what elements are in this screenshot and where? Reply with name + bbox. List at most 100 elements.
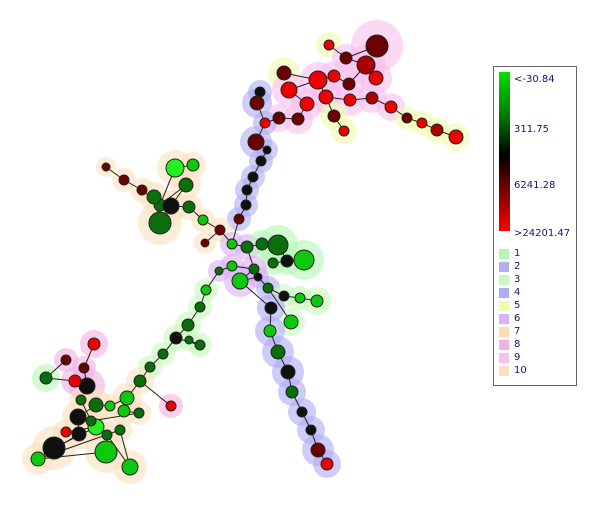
tree-node[interactable] bbox=[101, 162, 111, 172]
tree-node[interactable] bbox=[119, 390, 135, 406]
tree-node[interactable] bbox=[75, 394, 87, 406]
tree-node[interactable] bbox=[30, 451, 46, 467]
tree-node[interactable] bbox=[68, 374, 82, 388]
tree-node[interactable] bbox=[240, 199, 252, 211]
tree-node[interactable] bbox=[181, 318, 195, 332]
tree-node[interactable] bbox=[194, 301, 206, 313]
tree-node[interactable] bbox=[247, 171, 259, 183]
tree-node[interactable] bbox=[270, 344, 286, 360]
tree-node[interactable] bbox=[148, 211, 172, 235]
tree-node[interactable] bbox=[368, 70, 384, 86]
tree-node[interactable] bbox=[182, 200, 196, 214]
tree-node[interactable] bbox=[249, 95, 265, 111]
tree-node[interactable] bbox=[104, 400, 116, 412]
tree-node[interactable] bbox=[42, 436, 66, 460]
tree-node[interactable] bbox=[320, 457, 334, 471]
tree-node[interactable] bbox=[200, 238, 210, 248]
tree-node[interactable] bbox=[253, 272, 263, 282]
tree-node[interactable] bbox=[197, 214, 209, 226]
tree-node[interactable] bbox=[259, 117, 271, 129]
tree-node[interactable] bbox=[264, 301, 278, 315]
tree-node[interactable] bbox=[200, 284, 212, 296]
tree-node[interactable] bbox=[226, 260, 238, 272]
tree-node[interactable] bbox=[283, 314, 299, 330]
tree-node[interactable] bbox=[114, 424, 126, 436]
tree-node[interactable] bbox=[416, 117, 428, 129]
tree-node[interactable] bbox=[267, 234, 289, 256]
tree-node[interactable] bbox=[60, 354, 72, 366]
tree-node[interactable] bbox=[162, 197, 180, 215]
tree-node[interactable] bbox=[305, 424, 317, 436]
tree-node[interactable] bbox=[294, 292, 306, 304]
tree-node[interactable] bbox=[384, 100, 398, 114]
tree-node[interactable] bbox=[165, 158, 185, 178]
tree-node[interactable] bbox=[248, 263, 260, 275]
tree-node[interactable] bbox=[254, 86, 266, 98]
tree-node[interactable] bbox=[178, 177, 194, 193]
tree-node[interactable] bbox=[69, 408, 87, 426]
tree-node[interactable] bbox=[85, 415, 97, 427]
tree-node[interactable] bbox=[231, 272, 249, 290]
tree-node[interactable] bbox=[133, 407, 145, 419]
tree-node[interactable] bbox=[169, 331, 183, 345]
tree-node[interactable] bbox=[310, 294, 324, 308]
tree-node[interactable] bbox=[276, 65, 292, 81]
tree-node[interactable] bbox=[226, 238, 238, 250]
tree-node[interactable] bbox=[157, 348, 169, 360]
tree-node[interactable] bbox=[343, 93, 357, 107]
tree-node[interactable] bbox=[448, 129, 464, 145]
tree-node[interactable] bbox=[240, 240, 254, 254]
tree-node[interactable] bbox=[356, 55, 376, 75]
tree-node[interactable] bbox=[71, 426, 87, 442]
tree-node[interactable] bbox=[323, 39, 335, 51]
tree-node[interactable] bbox=[247, 133, 265, 151]
tree-node[interactable] bbox=[278, 290, 290, 302]
tree-node[interactable] bbox=[296, 406, 308, 418]
tree-node[interactable] bbox=[299, 96, 315, 112]
tree-node[interactable] bbox=[255, 237, 269, 251]
tree-node[interactable] bbox=[214, 224, 226, 236]
tree-node[interactable] bbox=[117, 404, 131, 418]
tree-node[interactable] bbox=[401, 112, 413, 124]
tree-node[interactable] bbox=[144, 361, 156, 373]
tree-node[interactable] bbox=[214, 266, 224, 276]
tree-node[interactable] bbox=[194, 339, 206, 351]
tree-node[interactable] bbox=[272, 111, 286, 125]
tree-node[interactable] bbox=[133, 374, 147, 388]
tree-node[interactable] bbox=[186, 158, 200, 172]
tree-node[interactable] bbox=[101, 429, 113, 441]
tree-node[interactable] bbox=[365, 91, 379, 105]
tree-node[interactable] bbox=[118, 174, 130, 186]
tree-node[interactable] bbox=[339, 51, 353, 65]
tree-node[interactable] bbox=[293, 249, 315, 271]
tree-node[interactable] bbox=[327, 109, 341, 123]
tree-node[interactable] bbox=[267, 257, 279, 269]
tree-node[interactable] bbox=[165, 400, 177, 412]
tree-node[interactable] bbox=[255, 155, 267, 167]
tree-node[interactable] bbox=[280, 81, 298, 99]
tree-node[interactable] bbox=[60, 426, 72, 438]
tree-node[interactable] bbox=[308, 70, 328, 90]
tree-node[interactable] bbox=[280, 254, 294, 268]
tree-node[interactable] bbox=[136, 184, 148, 196]
tree-node[interactable] bbox=[430, 123, 444, 137]
tree-node[interactable] bbox=[233, 213, 245, 225]
tree-node[interactable] bbox=[146, 189, 162, 205]
tree-node[interactable] bbox=[121, 458, 139, 476]
tree-node[interactable] bbox=[327, 69, 341, 83]
tree-node[interactable] bbox=[39, 371, 53, 385]
tree-node[interactable] bbox=[318, 89, 334, 105]
tree-node[interactable] bbox=[262, 145, 272, 155]
tree-node[interactable] bbox=[291, 112, 305, 126]
tree-node[interactable] bbox=[88, 397, 104, 413]
tree-node[interactable] bbox=[262, 282, 274, 294]
tree-node[interactable] bbox=[78, 362, 90, 374]
tree-node[interactable] bbox=[285, 385, 299, 399]
tree-node[interactable] bbox=[94, 440, 118, 464]
tree-node[interactable] bbox=[338, 125, 350, 137]
tree-node[interactable] bbox=[280, 364, 296, 380]
tree-node[interactable] bbox=[342, 77, 356, 91]
tree-node[interactable] bbox=[184, 335, 194, 345]
tree-node[interactable] bbox=[241, 184, 253, 196]
tree-node[interactable] bbox=[263, 324, 277, 338]
